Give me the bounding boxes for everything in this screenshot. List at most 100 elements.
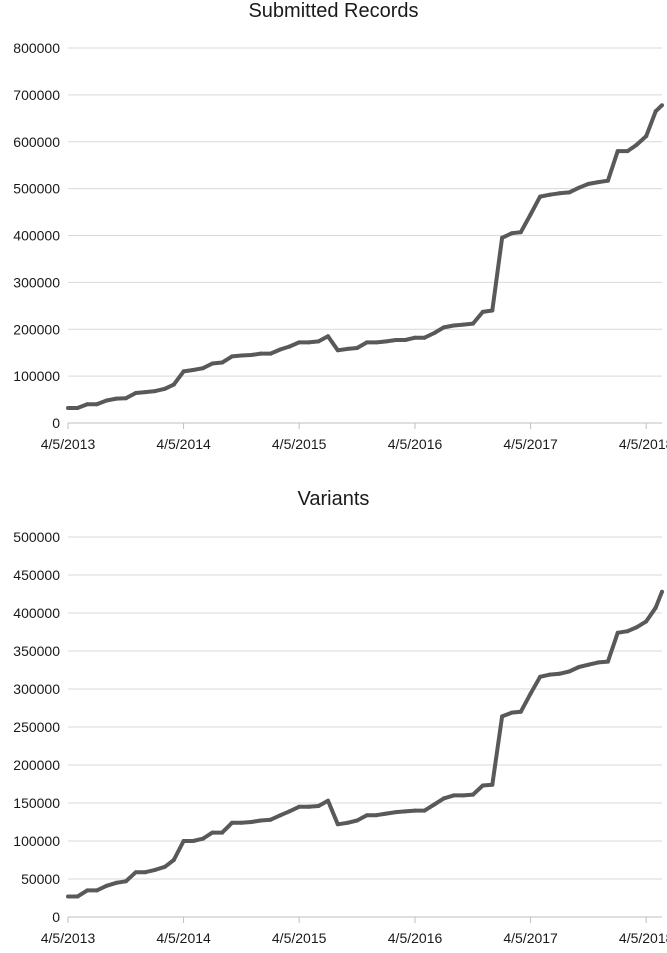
data-point — [605, 659, 610, 664]
data-point — [181, 369, 186, 374]
data-point — [577, 665, 581, 669]
data-point — [181, 839, 186, 843]
data-point — [441, 325, 446, 330]
y-tick-label: 200000 — [13, 757, 60, 773]
x-tick-label: 4/5/2018 — [619, 436, 667, 452]
data-point — [210, 830, 215, 835]
data-point — [297, 340, 302, 345]
data-point — [471, 321, 475, 326]
data-point — [94, 402, 99, 407]
data-point — [123, 396, 128, 401]
data-point — [239, 353, 244, 358]
data-point — [153, 867, 158, 872]
data-point — [355, 346, 360, 350]
data-point — [335, 348, 340, 353]
x-tick-label: 4/5/2015 — [272, 436, 327, 452]
data-point — [249, 353, 254, 357]
data-point — [480, 783, 485, 788]
y-tick-label: 200000 — [13, 321, 60, 337]
data-point — [287, 344, 292, 349]
x-tick-label: 4/5/2014 — [156, 930, 211, 946]
data-point — [586, 181, 591, 186]
data-point — [577, 185, 581, 190]
data-point — [374, 340, 379, 345]
data-point — [567, 669, 572, 674]
data-point — [94, 888, 99, 893]
y-tick-label: 0 — [52, 415, 60, 431]
data-point — [413, 335, 417, 340]
data-point — [451, 793, 456, 798]
variants-chart: Variants 0 50000 100000 150000 200000 250000 3… — [0, 474, 667, 948]
data-point — [133, 870, 138, 875]
data-point — [364, 340, 369, 345]
data-point — [258, 351, 263, 356]
data-point — [268, 817, 273, 822]
data-point — [153, 389, 158, 394]
data-point — [345, 820, 350, 825]
data-point — [364, 813, 369, 818]
y-tick-label: 500000 — [13, 181, 60, 197]
data-point — [200, 836, 205, 841]
data-point — [634, 625, 639, 630]
data-point — [625, 149, 630, 154]
x-tick-label: 4/5/2014 — [156, 436, 211, 452]
data-point — [210, 361, 215, 366]
y-tick-label: 150000 — [13, 795, 60, 811]
data-point — [384, 339, 389, 344]
data-point — [518, 709, 523, 714]
data-point — [490, 782, 495, 787]
data-point — [123, 879, 128, 884]
submitted-records-plot: 0 100000 200000 300000 400000 500000 600000 700… — [13, 40, 667, 452]
data-point — [461, 793, 466, 798]
data-point — [500, 235, 505, 240]
data-point — [287, 809, 292, 814]
data-point — [471, 792, 475, 797]
x-tick-label: 4/5/2013 — [41, 930, 96, 946]
data-point — [85, 888, 90, 893]
data-point — [509, 710, 514, 715]
data-point — [75, 406, 80, 410]
data-point — [634, 143, 639, 147]
y-tick-label: 600000 — [13, 134, 60, 150]
data-point — [171, 382, 176, 387]
submitted-records-chart: Submitted Records 0 100000 200000 300000 400… — [0, 0, 667, 470]
data-point — [200, 366, 205, 371]
data-point — [316, 804, 321, 808]
data-point — [615, 149, 620, 154]
data-point — [335, 822, 340, 827]
data-point — [480, 309, 485, 314]
variants-plot: 0 50000 100000 150000 200000 250000 300000 3500… — [13, 529, 667, 946]
y-tick-label: 100000 — [13, 368, 60, 384]
x-tick-label: 4/5/2017 — [503, 436, 558, 452]
data-point — [85, 402, 90, 407]
data-point — [422, 808, 427, 813]
y-tick-label: 350000 — [13, 643, 60, 659]
data-point — [432, 802, 437, 807]
data-point — [191, 839, 196, 843]
data-point — [538, 674, 543, 679]
data-point — [461, 322, 466, 327]
data-point — [133, 391, 138, 395]
x-tick-label: 4/5/2013 — [41, 436, 96, 452]
chart-title: Submitted Records — [248, 0, 419, 22]
series-line — [68, 590, 664, 899]
data-point — [326, 798, 330, 803]
data-point — [432, 331, 437, 335]
data-point — [143, 390, 148, 395]
y-tick-label: 250000 — [13, 719, 60, 735]
data-point — [326, 334, 330, 339]
data-point — [220, 360, 225, 365]
data-point — [394, 338, 398, 342]
data-point — [557, 191, 562, 196]
data-point — [644, 134, 649, 139]
x-tick-label: 4/5/2018 — [619, 930, 667, 946]
data-point — [547, 192, 552, 197]
y-tick-label: 700000 — [13, 87, 60, 103]
data-point — [374, 813, 379, 818]
y-tick-label: 500000 — [13, 529, 60, 545]
data-point — [355, 818, 360, 823]
data-point — [75, 894, 80, 899]
x-tick-label: 4/5/2017 — [503, 930, 558, 946]
y-tick-label: 450000 — [13, 567, 60, 583]
data-point — [660, 103, 664, 108]
